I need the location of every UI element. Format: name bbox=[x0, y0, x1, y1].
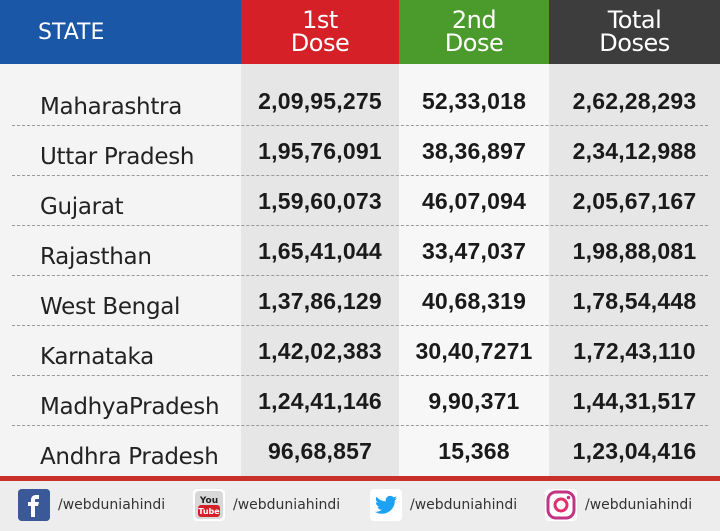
row-divider bbox=[12, 175, 708, 176]
total-doses-value: 2,05,67,167 bbox=[572, 187, 697, 214]
header-first-dose: 1st Dose bbox=[241, 0, 399, 64]
total-doses-value: 1,78,54,448 bbox=[572, 287, 697, 314]
twitter-icon bbox=[370, 489, 402, 521]
row-divider bbox=[12, 425, 708, 426]
youtube-logo-bottom: Tube bbox=[198, 507, 220, 516]
first-dose-value: 1,42,02,383 bbox=[258, 337, 382, 364]
row-divider bbox=[12, 125, 708, 126]
table-row: Maharashtra 2,09,95,275 52,33,018 2,62,28,2… bbox=[0, 76, 720, 126]
state-name: MadhyaPradesh bbox=[40, 394, 220, 420]
second-dose-value: 46,07,094 bbox=[421, 187, 527, 214]
instagram-icon bbox=[545, 489, 577, 521]
header-state-label: STATE bbox=[38, 19, 105, 45]
row-divider bbox=[12, 225, 708, 226]
instagram-link[interactable]: /webduniahindi bbox=[545, 488, 692, 522]
header-second-dose: 2nd Dose bbox=[399, 0, 549, 64]
header-total-doses: Total Doses bbox=[549, 0, 720, 64]
facebook-icon bbox=[18, 489, 50, 521]
second-dose-value: 33,47,037 bbox=[421, 237, 527, 264]
youtube-link[interactable]: You Tube /webduniahindi bbox=[193, 488, 340, 522]
first-dose-value: 1,59,60,073 bbox=[258, 187, 382, 214]
row-divider bbox=[12, 325, 708, 326]
first-dose-value: 1,65,41,044 bbox=[258, 237, 382, 264]
facebook-handle: /webduniahindi bbox=[58, 497, 166, 513]
youtube-handle: /webduniahindi bbox=[233, 497, 341, 513]
twitter-handle: /webduniahindi bbox=[410, 497, 518, 513]
total-doses-value: 1,23,04,416 bbox=[572, 437, 697, 464]
state-name: Uttar Pradesh bbox=[40, 144, 195, 170]
header-total-doses-line1: Total bbox=[607, 6, 662, 34]
second-dose-value: 52,33,018 bbox=[421, 87, 527, 114]
state-name: West Bengal bbox=[40, 294, 181, 320]
table-row: Gujarat 1,59,60,073 46,07,094 2,05,67,167 bbox=[0, 176, 720, 226]
total-doses-column-bg bbox=[549, 64, 720, 476]
first-dose-value: 1,37,86,129 bbox=[258, 287, 382, 314]
header-second-dose-line1: 2nd bbox=[451, 6, 497, 34]
state-name: Maharashtra bbox=[40, 94, 182, 120]
footer-divider bbox=[0, 476, 720, 481]
table-row: Uttar Pradesh 1,95,76,091 38,36,897 2,34,12… bbox=[0, 126, 720, 176]
header-second-dose-line2: Dose bbox=[444, 29, 504, 57]
second-dose-value: 40,68,319 bbox=[421, 287, 527, 314]
first-dose-value: 1,95,76,091 bbox=[258, 137, 382, 164]
second-dose-value: 9,90,371 bbox=[428, 387, 520, 414]
table-header: STATE 1st Dose 2nd Dose Total Doses bbox=[0, 0, 720, 64]
row-divider bbox=[12, 275, 708, 276]
table-row: Rajasthan 1,65,41,044 33,47,037 1,98,88,081 bbox=[0, 226, 720, 276]
instagram-handle: /webduniahindi bbox=[585, 497, 693, 513]
table-row: West Bengal 1,37,86,129 40,68,319 1,78,54,4… bbox=[0, 276, 720, 326]
state-name: Karnataka bbox=[40, 344, 154, 370]
total-doses-value: 2,62,28,293 bbox=[572, 87, 697, 114]
state-name: Rajasthan bbox=[40, 244, 152, 270]
twitter-link[interactable]: /webduniahindi bbox=[370, 488, 517, 522]
table-row: Andhra Pradesh 96,68,857 15,368 1,23,04,416 bbox=[0, 426, 720, 476]
facebook-link[interactable]: /webduniahindi bbox=[18, 488, 165, 522]
total-doses-value: 1,44,31,517 bbox=[572, 387, 697, 414]
second-dose-column-bg bbox=[399, 64, 549, 476]
header-total-doses-line2: Doses bbox=[599, 29, 670, 57]
total-doses-value: 2,34,12,988 bbox=[572, 137, 697, 164]
social-footer bbox=[0, 481, 720, 531]
header-first-dose-line1: 1st bbox=[302, 6, 338, 34]
second-dose-value: 30,40,7271 bbox=[415, 337, 533, 364]
youtube-logo-top: You bbox=[199, 496, 218, 506]
header-first-dose-line2: Dose bbox=[290, 29, 350, 57]
total-doses-value: 1,98,88,081 bbox=[572, 237, 697, 264]
first-dose-column-bg bbox=[241, 64, 399, 476]
table-row: Karnataka 1,42,02,383 30,40,7271 1,72,43,11… bbox=[0, 326, 720, 376]
first-dose-value: 2,09,95,275 bbox=[258, 87, 382, 114]
second-dose-value: 15,368 bbox=[438, 437, 510, 464]
state-name: Andhra Pradesh bbox=[40, 444, 219, 470]
row-divider bbox=[12, 375, 708, 376]
first-dose-value: 1,24,41,146 bbox=[258, 387, 382, 414]
state-name: Gujarat bbox=[40, 194, 124, 220]
youtube-icon: You Tube bbox=[193, 489, 225, 521]
header-state: STATE bbox=[0, 0, 241, 64]
second-dose-value: 38,36,897 bbox=[421, 137, 527, 164]
total-doses-value: 1,72,43,110 bbox=[573, 337, 696, 364]
table-row: MadhyaPradesh 1,24,41,146 9,90,371 1,44,31,… bbox=[0, 376, 720, 426]
first-dose-value: 96,68,857 bbox=[267, 437, 373, 464]
